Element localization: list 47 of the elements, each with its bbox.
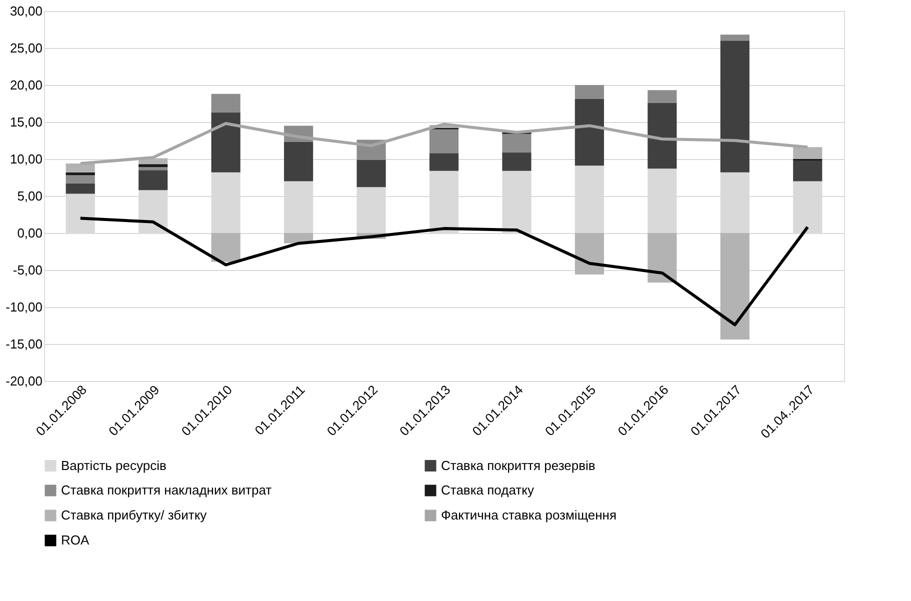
line-series xyxy=(78,122,810,165)
y-tick-label: 0,00 xyxy=(17,226,42,240)
y-tick-label: -10,00 xyxy=(6,300,42,314)
line-series xyxy=(78,216,810,326)
bar xyxy=(574,85,604,100)
bar xyxy=(502,134,532,152)
bar xyxy=(211,233,240,262)
bar xyxy=(648,102,677,169)
legend-label: Ставка покриття резервів xyxy=(441,458,596,473)
legend-label: Фактична ставка розміщення xyxy=(441,508,616,522)
legend-label: Вартість ресурсів xyxy=(61,458,166,473)
bar xyxy=(720,34,750,41)
bar xyxy=(502,152,532,171)
y-tick-label: 30,00 xyxy=(10,4,42,18)
bar xyxy=(211,94,240,112)
bar xyxy=(66,163,95,172)
legend-label: Ставка податку xyxy=(441,482,534,498)
bar xyxy=(66,183,95,194)
y-tick-label: 15,00 xyxy=(10,114,42,130)
bar xyxy=(138,167,168,170)
bar xyxy=(66,172,95,176)
legend-label: ROA xyxy=(61,532,90,548)
bar xyxy=(138,164,168,168)
bar xyxy=(648,233,677,283)
y-tick-label: -15,00 xyxy=(6,336,42,352)
bar xyxy=(574,233,604,274)
bar xyxy=(720,40,750,172)
bar xyxy=(429,153,459,171)
y-tick-label: 10,00 xyxy=(10,152,42,166)
bar xyxy=(356,160,386,188)
bar xyxy=(66,175,95,184)
bar xyxy=(138,170,168,190)
y-tick-label: 20,00 xyxy=(10,78,42,92)
bar xyxy=(284,142,314,182)
bar xyxy=(574,99,604,166)
bar xyxy=(648,90,677,103)
y-tick-label: 5,00 xyxy=(17,188,42,204)
legend-label: Ставка прибутку/ збитку xyxy=(61,508,208,522)
bar xyxy=(211,112,240,172)
bar xyxy=(720,233,750,340)
y-tick-label: 25,00 xyxy=(10,40,42,56)
y-tick-label: -20,00 xyxy=(6,374,42,388)
y-tick-label: -5,00 xyxy=(12,262,42,278)
bar xyxy=(793,160,822,182)
legend-label: Ставка покриття накладних витрат xyxy=(61,482,272,498)
bar xyxy=(429,129,459,154)
bar xyxy=(793,147,822,159)
